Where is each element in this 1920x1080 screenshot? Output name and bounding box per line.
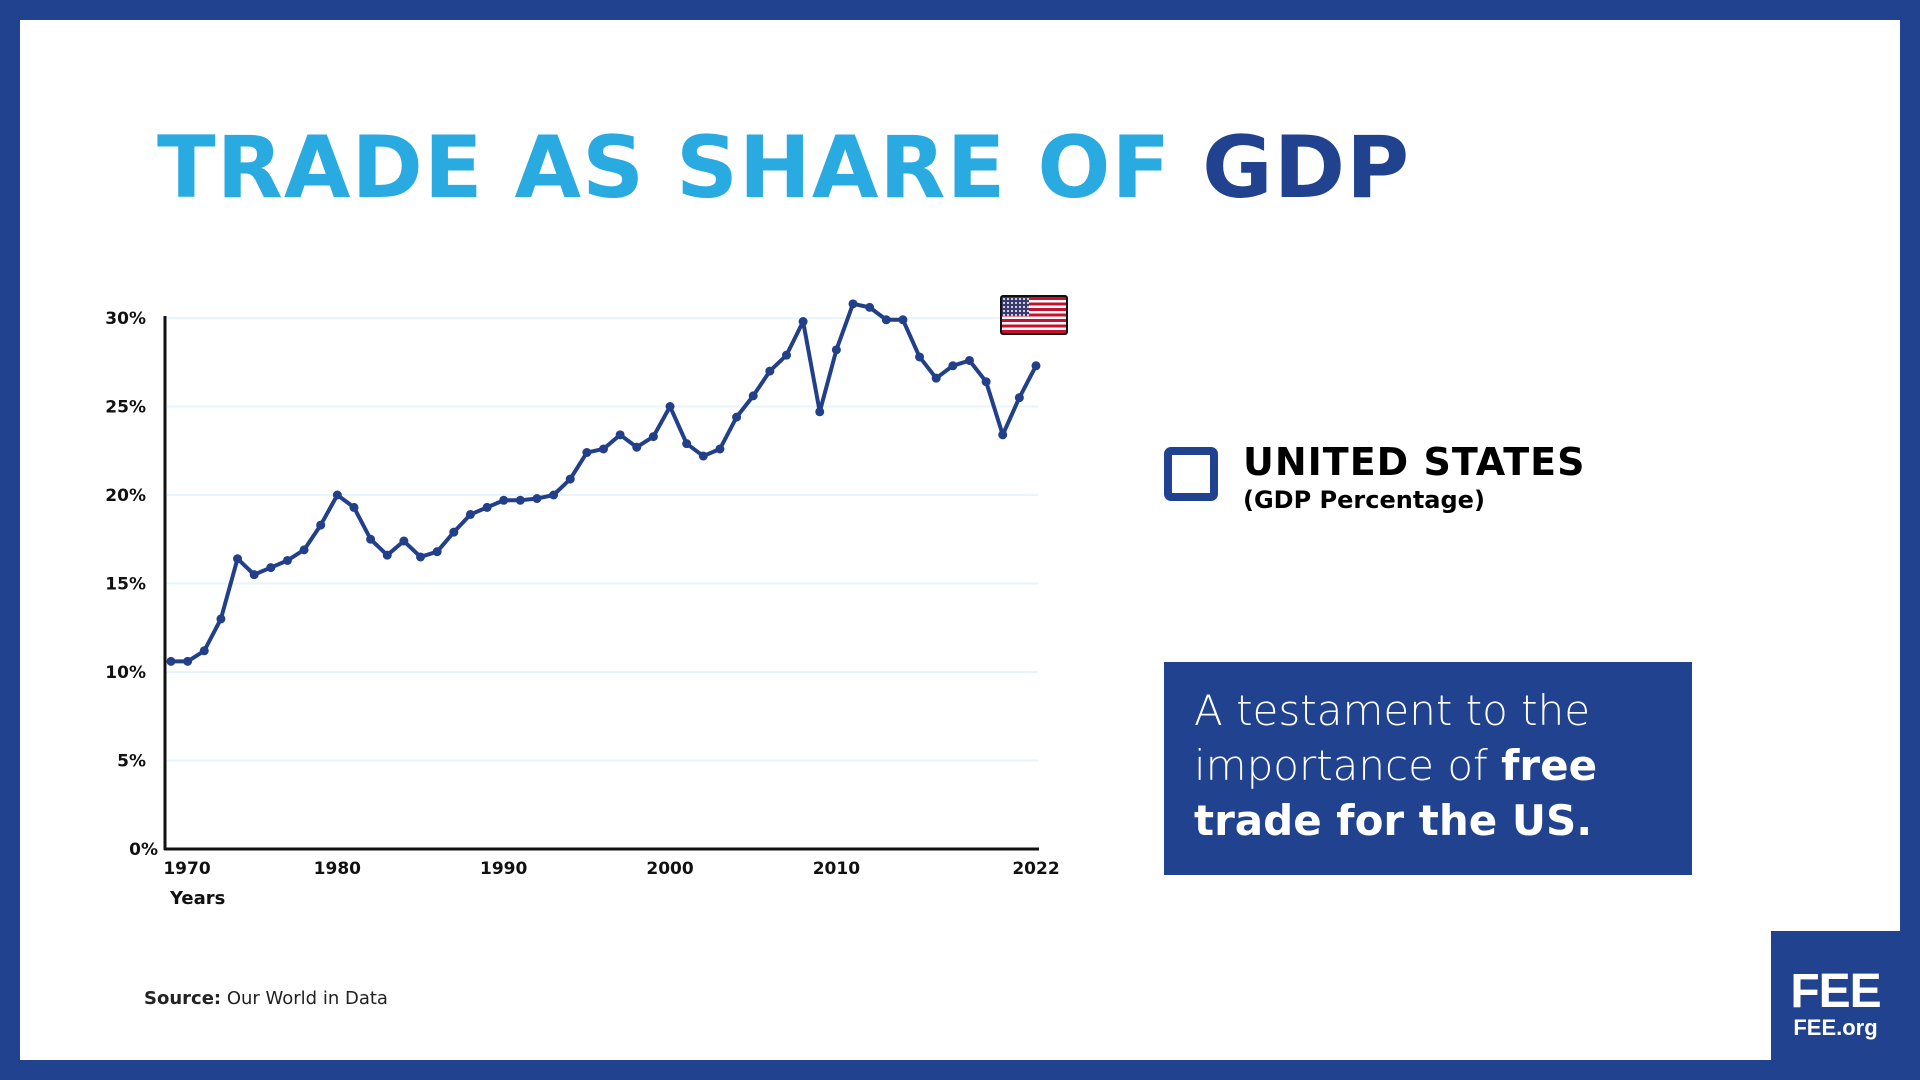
logo-url: FEE.org [1793, 1015, 1878, 1040]
data-point-1995 [582, 448, 592, 458]
data-point-2001 [682, 439, 692, 449]
x-tick-label: 2010 [813, 859, 860, 879]
source-label: Source: [144, 988, 222, 1009]
data-point-2014 [898, 315, 908, 325]
data-point-2012 [865, 302, 875, 312]
data-point-1993 [549, 490, 559, 500]
callout-text-light: A testament to the importance of [1194, 686, 1591, 790]
data-point-2004 [732, 412, 742, 422]
x-axis-label: Years [169, 888, 225, 909]
data-point-2006 [765, 366, 775, 376]
data-point-1986 [432, 547, 442, 557]
data-point-2017 [948, 361, 958, 371]
logo-mark: FEE [1790, 965, 1881, 1018]
data-point-2011 [848, 299, 858, 309]
x-tick-label: 1970 [163, 859, 210, 879]
source-note: Source: Our World in Data [144, 988, 388, 1009]
data-point-2020 [998, 430, 1008, 440]
data-point-1972 [199, 646, 209, 656]
data-point-1971 [183, 656, 193, 666]
data-point-2010 [831, 345, 841, 355]
callout-box: A testament to the importance of free tr… [1164, 662, 1692, 875]
source-text: Our World in Data [221, 988, 388, 1009]
slide-canvas [20, 20, 1900, 1060]
y-tick-label: 20% [105, 486, 146, 506]
data-point-1994 [565, 474, 575, 484]
data-point-2022 [1031, 361, 1041, 371]
data-point-1984 [399, 536, 409, 546]
page-title: TRADE AS SHARE OF GDP [157, 118, 1410, 218]
data-point-1997 [615, 430, 625, 440]
data-point-1990 [499, 495, 509, 505]
data-point-1991 [515, 495, 525, 505]
data-point-2016 [931, 373, 941, 383]
y-tick-label: 25% [105, 398, 146, 418]
us-flag-icon [1000, 295, 1068, 335]
x-tick-label: 2022 [1012, 859, 1059, 879]
legend-subtitle: (GDP Percentage) [1243, 486, 1485, 514]
series-united-states [166, 299, 1041, 666]
y-tick-label: 30% [105, 309, 146, 329]
data-point-1983 [382, 550, 392, 560]
data-point-2008 [798, 317, 808, 327]
data-point-2003 [715, 444, 725, 454]
data-point-1987 [449, 527, 459, 537]
data-point-2009 [815, 407, 825, 417]
data-point-2000 [665, 402, 675, 411]
data-point-1974 [233, 554, 243, 564]
data-point-1985 [416, 552, 426, 562]
x-tick-label: 2000 [646, 859, 693, 879]
data-point-2019 [981, 377, 991, 387]
x-tick-label: 1980 [314, 859, 361, 879]
data-point-1977 [282, 555, 292, 565]
title-part-dark: GDP [1202, 118, 1411, 218]
data-point-1996 [599, 444, 608, 454]
data-point-1970 [166, 656, 176, 666]
callout-text-bold: free trade for the US. [1194, 741, 1598, 845]
data-point-2018 [964, 355, 974, 365]
data-point-1976 [266, 563, 276, 573]
data-point-2005 [748, 391, 758, 401]
data-point-1978 [299, 545, 309, 555]
data-point-1999 [648, 432, 658, 442]
y-tick-labels: 0% 5% 10% 15% 20% 25% 30% [105, 309, 158, 860]
data-point-1980 [332, 490, 342, 500]
data-point-1989 [482, 502, 492, 512]
data-point-1979 [316, 520, 326, 530]
series-line [171, 301, 1038, 664]
data-point-1998 [632, 442, 642, 452]
x-tick-labels: 1970 1980 1990 2000 2010 2022 [163, 859, 1059, 879]
gridlines [167, 317, 1038, 762]
x-tick-label: 1990 [480, 859, 527, 879]
legend-title: UNITED STATES [1243, 440, 1586, 484]
y-tick-label: 10% [105, 663, 146, 683]
data-point-1982 [366, 534, 376, 544]
data-point-2013 [881, 315, 891, 325]
data-point-2007 [781, 350, 791, 360]
data-point-1988 [465, 509, 475, 519]
title-part-light: TRADE AS SHARE OF [157, 118, 1203, 218]
fee-logo: FEE FEE.org [1771, 931, 1900, 1060]
data-point-2021 [1014, 393, 1024, 403]
data-point-1975 [249, 570, 259, 580]
data-point-1973 [216, 614, 226, 624]
square-outline-icon [1164, 447, 1218, 501]
y-tick-label: 15% [105, 575, 146, 595]
data-point-1992 [532, 494, 542, 504]
y-tick-label: 5% [117, 752, 146, 772]
y-tick-label: 0% [129, 840, 158, 860]
data-point-2002 [698, 451, 708, 461]
data-point-1981 [349, 502, 359, 512]
data-point-2015 [915, 352, 925, 362]
